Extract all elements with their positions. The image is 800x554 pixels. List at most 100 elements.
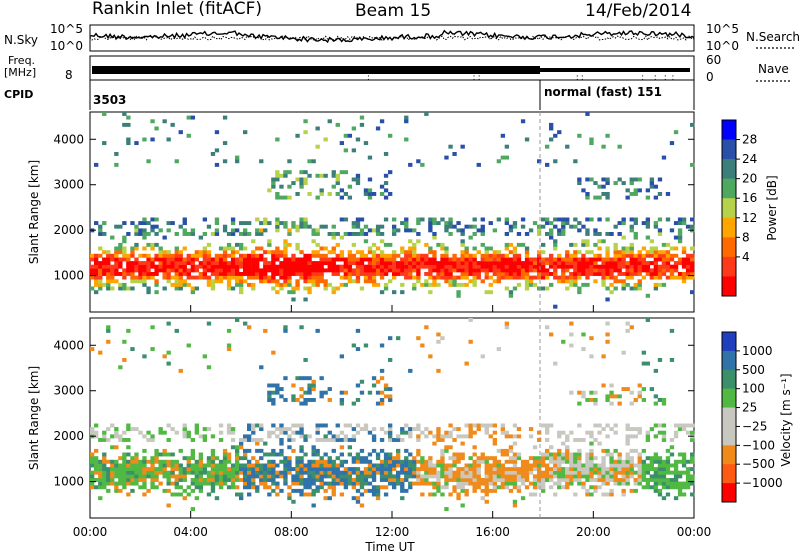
power-y-tick-label: 3000 — [53, 178, 84, 192]
velocity-cell — [420, 456, 425, 461]
velocity-cell — [641, 474, 647, 479]
power-cell — [581, 188, 586, 193]
velocity-cell — [303, 438, 308, 442]
power-cell — [343, 257, 349, 262]
power-cell — [553, 159, 558, 164]
velocity-cell — [609, 390, 614, 395]
power-cell — [565, 253, 570, 258]
velocity-cell — [416, 452, 421, 457]
power-cell — [146, 221, 151, 226]
power-cell — [271, 177, 276, 182]
velocity-cell — [500, 430, 506, 435]
power-cell — [98, 228, 103, 233]
power-cell — [347, 184, 353, 189]
power-cell — [541, 272, 546, 276]
velocity-cell — [496, 459, 502, 464]
velocity-cell — [319, 438, 324, 442]
velocity-cell — [379, 467, 385, 472]
velocity-cell — [218, 438, 224, 442]
velocity-cell — [218, 474, 224, 479]
velocity-cell — [130, 427, 135, 432]
velocity-cell — [661, 430, 667, 435]
power-cell — [653, 261, 659, 266]
power-cell — [589, 250, 594, 255]
power-cell — [512, 253, 518, 258]
power-cell — [343, 148, 349, 153]
power-cell — [94, 221, 99, 226]
power-cell — [142, 275, 147, 280]
velocity-cell — [130, 474, 135, 479]
velocity-cell — [158, 481, 163, 486]
velocity-cell — [633, 434, 638, 439]
velocity-cell — [154, 456, 159, 461]
velocity-cell — [581, 463, 586, 468]
power-cell — [657, 250, 663, 255]
power-cell — [392, 275, 397, 280]
power-cell — [480, 279, 485, 284]
velocity-cell — [363, 488, 369, 493]
velocity-cell — [98, 467, 103, 472]
velocity-cell — [565, 481, 570, 486]
power-cell — [392, 268, 397, 273]
power-cell — [508, 290, 514, 295]
velocity-cell — [275, 470, 280, 475]
power-cell — [444, 221, 449, 226]
velocity-cell — [645, 463, 651, 468]
power-cell — [98, 268, 103, 273]
velocity-cell — [460, 478, 465, 482]
power-cell — [541, 286, 546, 291]
velocity-cell — [339, 398, 345, 402]
power-cell — [492, 253, 498, 258]
velocity-cell — [263, 481, 268, 486]
velocity-cell — [307, 478, 312, 482]
power-cell — [500, 155, 506, 160]
power-cell — [480, 217, 485, 222]
power-cell — [239, 257, 244, 262]
velocity-cell — [524, 459, 530, 464]
velocity-cell — [537, 438, 542, 442]
velocity-cell — [130, 467, 135, 472]
power-cell — [649, 275, 655, 280]
power-cell — [613, 264, 618, 269]
power-cell — [464, 250, 469, 255]
power-cell — [553, 224, 558, 229]
velocity-cell — [408, 430, 413, 435]
velocity-cell — [315, 488, 320, 493]
power-cell — [452, 261, 457, 266]
power-cell — [347, 272, 353, 276]
velocity-cell — [150, 347, 155, 352]
power-cell — [512, 224, 518, 229]
power-cell — [295, 257, 300, 262]
velocity-cell — [94, 485, 99, 490]
velocity-cell — [416, 448, 421, 453]
velocity-cell — [90, 463, 95, 468]
power-cell — [214, 130, 220, 135]
power-cell — [383, 188, 389, 193]
power-cell — [625, 264, 630, 269]
power-cell — [593, 257, 598, 262]
power-cell — [605, 195, 610, 200]
power-cell — [303, 224, 308, 229]
velocity-cell — [641, 448, 647, 453]
velocity-cell — [508, 481, 514, 486]
power-cell — [665, 268, 671, 273]
power-cell — [239, 264, 244, 269]
power-cell — [585, 268, 590, 273]
velocity-cell — [287, 463, 292, 468]
power-cell — [528, 264, 534, 269]
velocity-cell — [661, 474, 667, 479]
velocity-cell — [218, 481, 224, 486]
power-cell — [468, 253, 473, 258]
power-cell — [480, 264, 485, 269]
velocity-cell — [577, 470, 582, 475]
power-cell — [166, 253, 171, 258]
power-cell — [440, 264, 445, 269]
velocity-cell — [94, 459, 99, 464]
velocity-cell — [315, 448, 320, 453]
power-cell — [194, 250, 200, 255]
velocity-cell — [355, 496, 361, 501]
velocity-cell — [392, 438, 397, 442]
power-cell — [323, 224, 328, 229]
velocity-cell — [259, 467, 264, 472]
velocity-cell — [488, 456, 493, 461]
